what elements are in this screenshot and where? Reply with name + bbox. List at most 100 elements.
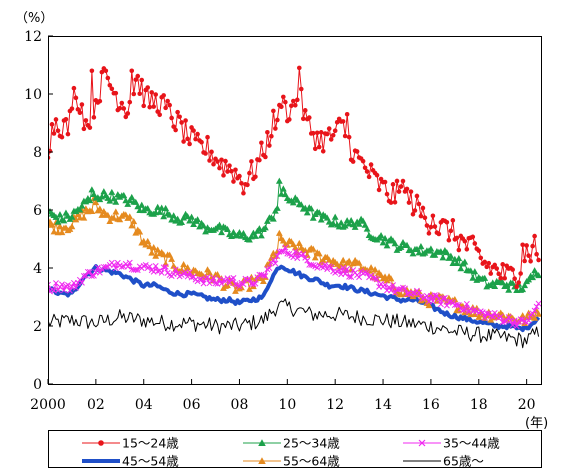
data-point (249, 159, 254, 164)
data-point (309, 245, 317, 252)
data-point (529, 310, 536, 317)
data-point (334, 120, 340, 125)
data-point (408, 189, 414, 194)
legend-item: 45～54歳 (82, 454, 179, 469)
data-point (426, 231, 432, 236)
data-point (478, 255, 484, 261)
x-tick-label: 18 (470, 397, 488, 413)
data-point (322, 261, 329, 268)
data-point (467, 267, 475, 274)
data-point (340, 264, 347, 271)
data-point (330, 132, 336, 138)
data-point (292, 248, 299, 255)
data-point (253, 174, 258, 180)
data-point (497, 313, 504, 320)
data-point (486, 260, 492, 266)
data-point (461, 258, 469, 265)
data-point (518, 271, 523, 276)
data-point (195, 131, 200, 137)
data-point (180, 260, 188, 268)
data-point (403, 241, 411, 248)
data-point (522, 258, 527, 264)
data-point (149, 90, 155, 95)
data-point (252, 280, 259, 287)
data-point (320, 149, 326, 154)
data-point (150, 243, 158, 251)
data-point (165, 98, 170, 104)
x-tick-label: 14 (374, 397, 392, 413)
data-point (336, 267, 343, 273)
data-point (233, 167, 238, 173)
data-point (144, 204, 152, 212)
data-point (169, 115, 174, 121)
data-point (217, 165, 222, 171)
data-point (200, 222, 207, 229)
data-point (211, 161, 216, 167)
legend-item: 65歳～ (403, 454, 484, 469)
data-point (112, 265, 119, 272)
data-point (162, 263, 169, 270)
data-point (535, 271, 541, 279)
data-point (99, 69, 105, 75)
data-point (344, 266, 351, 272)
data-point (498, 275, 504, 281)
data-point (428, 224, 434, 230)
data-point (191, 128, 196, 133)
data-point (412, 208, 418, 213)
data-point (129, 68, 135, 74)
data-point (451, 296, 459, 303)
data-point (219, 157, 224, 163)
legend-marker (258, 457, 266, 465)
data-point (275, 177, 283, 184)
data-point (68, 223, 76, 230)
data-point (65, 131, 71, 137)
data-point (271, 108, 276, 114)
data-point (236, 283, 243, 290)
data-point (414, 193, 420, 199)
data-point (318, 130, 324, 135)
data-point (274, 253, 281, 260)
data-point (156, 208, 164, 215)
data-point (105, 75, 111, 81)
data-point (116, 216, 124, 223)
data-point (152, 252, 160, 259)
data-point (76, 206, 84, 213)
data-point (117, 105, 123, 111)
data-point (127, 99, 133, 105)
data-point (261, 224, 269, 231)
data-point (530, 243, 535, 249)
data-point (392, 289, 398, 296)
x-tick-label: 12 (326, 397, 344, 413)
data-point (194, 216, 201, 223)
data-point (96, 205, 104, 212)
data-point (382, 179, 388, 185)
data-point (470, 234, 476, 240)
data-point (472, 241, 478, 246)
x-axis-unit: (年) (525, 416, 548, 431)
data-point (463, 300, 470, 307)
data-point (526, 253, 531, 258)
data-point (138, 201, 146, 208)
data-point (462, 238, 468, 244)
data-point (315, 209, 323, 216)
legend-label: 35～44歳 (443, 436, 500, 451)
data-point (215, 159, 220, 164)
data-point (521, 319, 529, 326)
data-point (78, 202, 86, 209)
data-point (257, 232, 265, 239)
series-2 (48, 244, 541, 330)
data-point (370, 274, 377, 281)
data-point (173, 127, 178, 133)
data-point (56, 211, 64, 218)
data-point (245, 182, 250, 188)
legend-item: 35～44歳 (403, 436, 500, 451)
data-point (404, 186, 410, 192)
legend-marker (258, 439, 266, 447)
data-point (396, 286, 402, 293)
data-point (430, 213, 436, 219)
data-point (416, 201, 422, 207)
y-tick-label: 2 (33, 319, 42, 335)
data-point (366, 174, 372, 180)
data-point (136, 228, 144, 235)
data-point (262, 273, 269, 279)
